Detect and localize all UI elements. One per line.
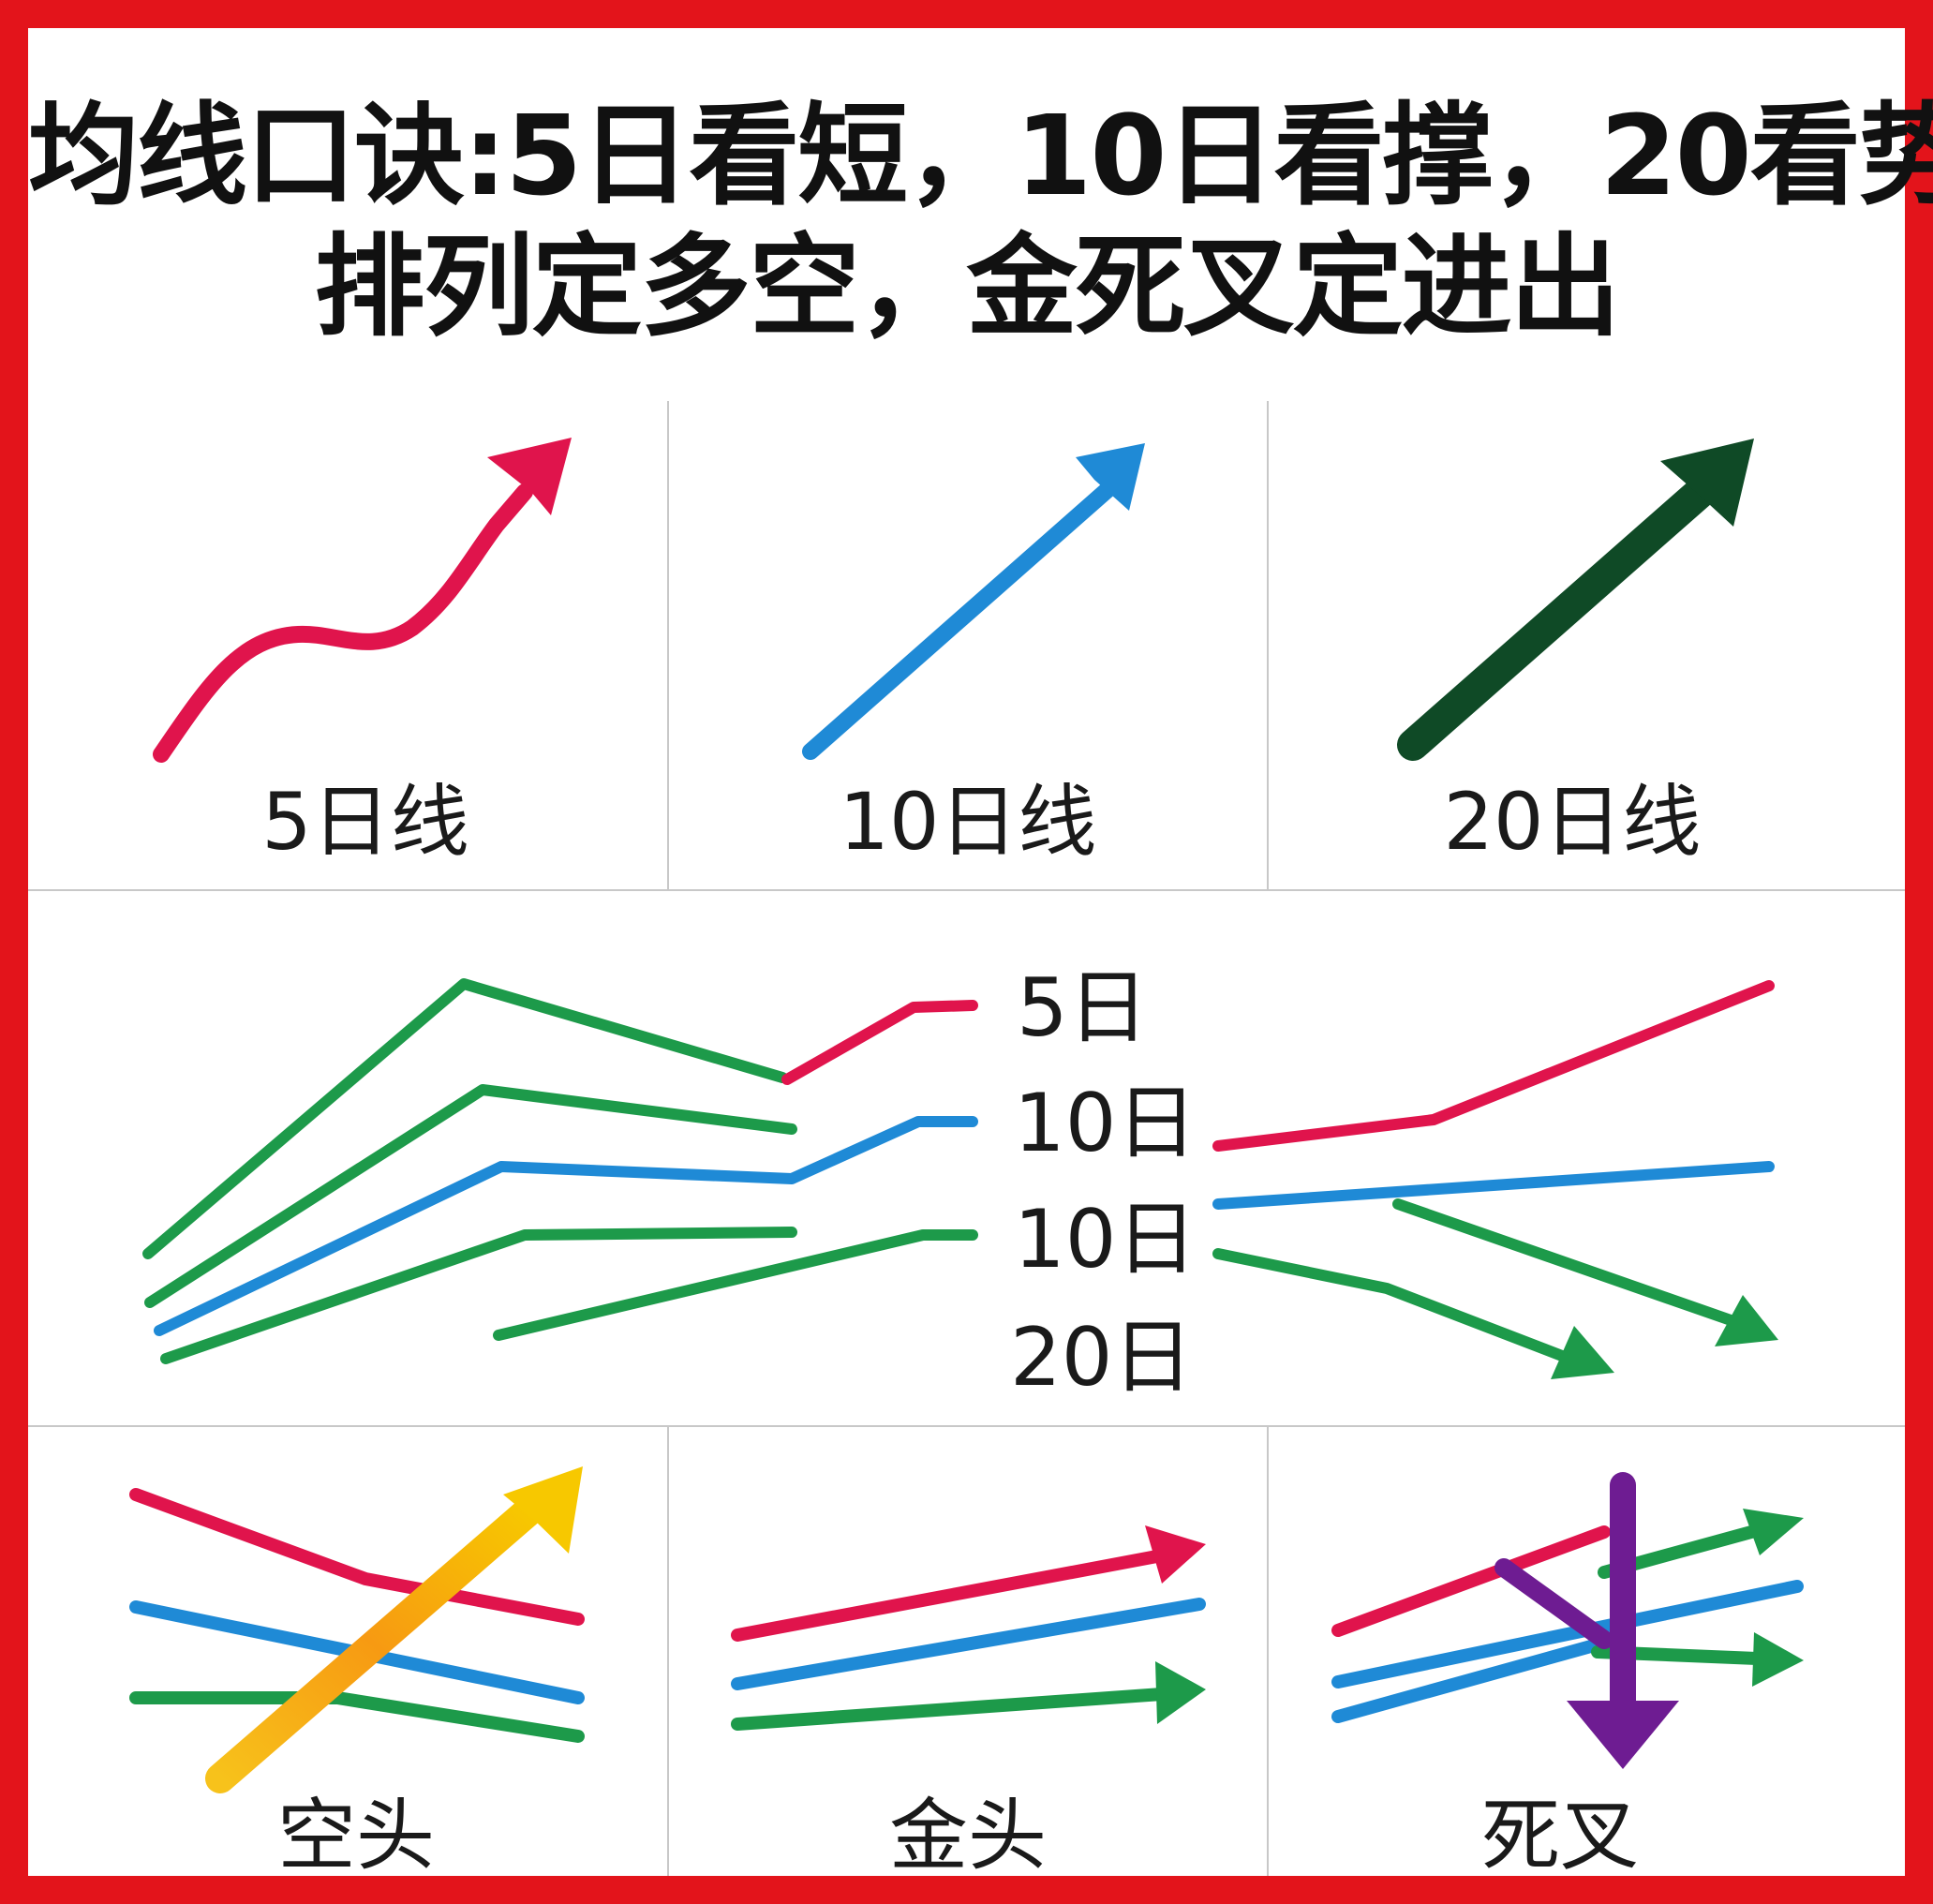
title-line-1: 均线口诀:5日看短，10日看撑，20看势; bbox=[28, 91, 1933, 220]
death-green-arrowhead-2 bbox=[1752, 1632, 1804, 1687]
death-blue-line-2 bbox=[1331, 1638, 1604, 1723]
death-cross-label: 死叉 bbox=[1481, 1790, 1639, 1882]
golden-green-line bbox=[731, 1688, 1168, 1731]
death-cross-panel: 死叉 bbox=[1331, 1472, 1804, 1882]
bearish-panel: 空头 bbox=[129, 1466, 585, 1882]
mid-label-5d: 5日 bbox=[1017, 961, 1149, 1055]
title-line-2: 排列定多空，金死叉定进出 bbox=[314, 222, 1620, 351]
breakout-arrow-line bbox=[205, 1495, 544, 1793]
mid-label-10d-a: 10日 bbox=[1014, 1077, 1197, 1170]
death-cross-arrowhead bbox=[1567, 1701, 1679, 1769]
mid-right-green-arrowhead-2 bbox=[1551, 1326, 1614, 1379]
breakout-arrowhead bbox=[503, 1466, 583, 1554]
mid-left-red-line bbox=[781, 1000, 978, 1085]
mid-left-green-line-1 bbox=[142, 978, 788, 1259]
golden-panel: 金头 bbox=[731, 1525, 1206, 1882]
mid-label-10d-b: 10日 bbox=[1014, 1193, 1197, 1287]
ma5-wavy-arrow-line bbox=[153, 483, 533, 763]
bearish-red-line bbox=[129, 1488, 585, 1626]
ma20-arrow-line bbox=[1397, 476, 1717, 761]
death-blue-line-1 bbox=[1331, 1580, 1804, 1688]
panel-grid bbox=[28, 401, 1905, 1876]
ma10-panel: 10日线 bbox=[802, 443, 1145, 868]
mid-right-green-arrowhead-1 bbox=[1715, 1295, 1778, 1346]
arrangement-panel bbox=[142, 978, 1775, 1366]
mid-right-green-line-2 bbox=[1212, 1248, 1580, 1366]
death-green-arrowhead-1 bbox=[1743, 1509, 1804, 1555]
golden-blue-line bbox=[731, 1598, 1206, 1690]
bearish-green-line bbox=[129, 1691, 585, 1743]
golden-red-arrowhead bbox=[1145, 1525, 1206, 1584]
mid-left-green-line-3 bbox=[160, 1227, 797, 1364]
death-red-line bbox=[1331, 1525, 1611, 1637]
golden-red-line bbox=[731, 1549, 1168, 1642]
mid-right-green-line-1 bbox=[1392, 1198, 1739, 1327]
mid-right-blue-line bbox=[1212, 1161, 1775, 1210]
ma5-panel: 5日线 bbox=[153, 438, 572, 868]
mid-left-green-line-2 bbox=[144, 1084, 797, 1308]
death-cross-diagonal bbox=[1494, 1558, 1613, 1649]
bearish-label: 空头 bbox=[277, 1790, 435, 1882]
mid-left-green-line-4 bbox=[493, 1229, 978, 1341]
mid-left-blue-line bbox=[154, 1116, 978, 1336]
ma10-arrow-line bbox=[802, 479, 1119, 760]
ma20-label: 20日线 bbox=[1444, 776, 1702, 868]
golden-green-arrowhead bbox=[1155, 1661, 1206, 1724]
mid-label-20d: 20日 bbox=[1010, 1311, 1193, 1405]
ma5-label: 5日线 bbox=[261, 776, 468, 868]
golden-label: 金头 bbox=[889, 1790, 1047, 1882]
ma10-arrowhead bbox=[1076, 443, 1145, 511]
ma20-arrowhead bbox=[1660, 439, 1754, 527]
ma20-panel: 20日线 bbox=[1397, 439, 1754, 868]
ma10-label: 10日线 bbox=[840, 776, 1097, 868]
mid-right-red-line bbox=[1212, 980, 1775, 1152]
ma5-arrowhead bbox=[487, 438, 572, 515]
